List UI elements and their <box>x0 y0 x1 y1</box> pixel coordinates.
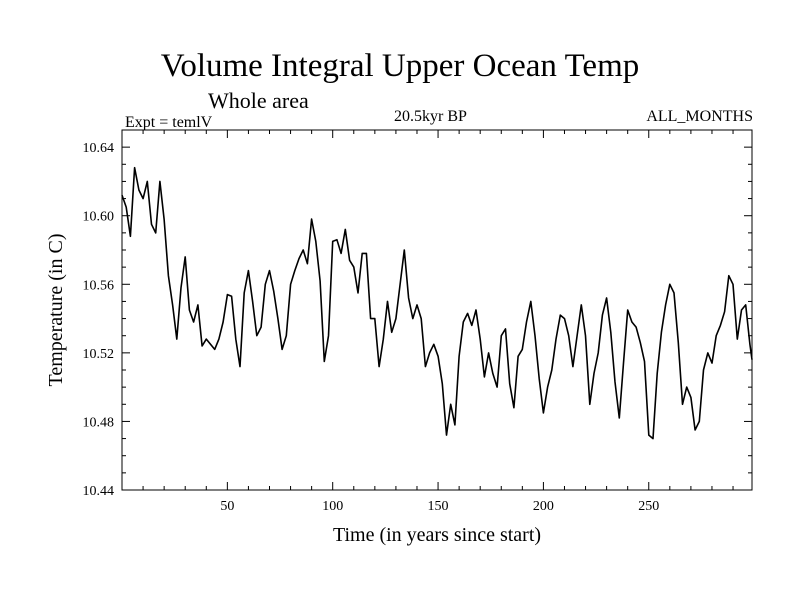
plot-frame <box>121 129 753 491</box>
x-tick-label: 50 <box>220 499 234 514</box>
experiment-label: Expt = temlV <box>125 114 213 131</box>
x-tick-label: 100 <box>322 499 343 514</box>
y-tick-label: 10.60 <box>83 210 115 225</box>
y-tick-label: 10.64 <box>83 141 115 156</box>
chart-subtitle: Whole area <box>208 88 309 113</box>
x-tick-label: 150 <box>428 499 449 514</box>
x-tick-label: 200 <box>533 499 554 514</box>
y-tick-label: 10.44 <box>83 484 115 499</box>
y-tick-label: 10.56 <box>83 278 115 293</box>
months-label: ALL_MONTHS <box>646 108 753 125</box>
axis-tick-labels: 50 100 150 200 250 10.44 10.48 10.52 10.56 10.60 1… <box>83 141 660 514</box>
temperature-series-line <box>121 166 753 440</box>
x-axis-title: Time (in years since start) <box>333 524 541 546</box>
y-tick-label: 10.52 <box>83 347 115 362</box>
axis-ticks <box>122 130 752 491</box>
x-tick-label: 250 <box>638 499 659 514</box>
y-axis-title: Temperature (in C) <box>45 234 67 387</box>
period-label: 20.5kyr BP <box>394 108 467 125</box>
y-tick-label: 10.48 <box>83 415 115 430</box>
chart-title: Volume Integral Upper Ocean Temp <box>160 48 640 84</box>
